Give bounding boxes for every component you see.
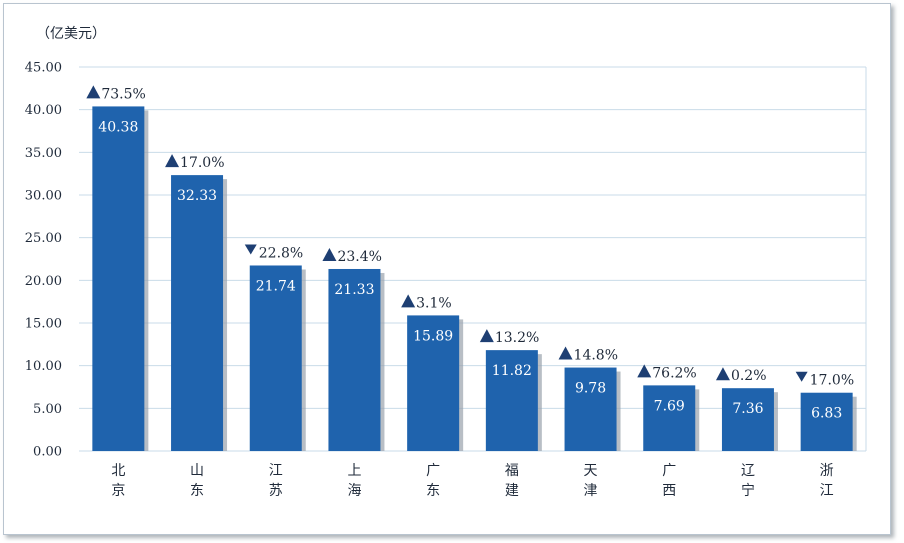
y-tick-label: 15.00	[25, 317, 62, 332]
y-axis: 0.00 5.00 10.00 15.00 20.00 25.00 30.00 35.00 40…	[25, 61, 62, 460]
y-axis-unit-label: （亿美元）	[36, 26, 106, 42]
triangle-up-icon	[322, 247, 337, 261]
bar-value-label: 15.89	[413, 328, 453, 344]
bar-value-label: 21.74	[256, 278, 296, 294]
bars	[92, 106, 857, 451]
labels: 40.38 73.5% 北京 32.33 17.0% 山东 21.74 22.8% 江苏 21.3…	[86, 85, 854, 499]
y-tick-label: 20.00	[25, 274, 62, 289]
y-tick-label: 25.00	[25, 231, 62, 246]
y-tick-label: 30.00	[25, 189, 62, 204]
x-category-label: 北京	[111, 463, 125, 499]
triangle-up-icon	[165, 154, 180, 168]
change-label: 17.0%	[180, 155, 224, 171]
x-category-label: 江苏	[269, 463, 283, 499]
bar	[92, 106, 145, 451]
triangle-down-icon	[244, 244, 257, 255]
bar	[643, 385, 696, 451]
bar-value-label: 7.36	[732, 401, 763, 417]
bar	[407, 315, 460, 451]
change-label: 3.1%	[416, 295, 452, 311]
triangle-up-icon	[558, 346, 573, 360]
bar-value-label: 9.78	[575, 381, 606, 397]
triangle-up-icon	[715, 367, 730, 381]
triangle-up-icon	[479, 329, 494, 343]
x-category-label: 山东	[190, 463, 204, 499]
y-tick-label: 40.00	[25, 103, 62, 118]
change-label: 13.2%	[495, 330, 539, 346]
x-category-label: 浙江	[820, 463, 834, 499]
change-label: 14.8%	[574, 348, 618, 364]
bar-value-label: 32.33	[177, 188, 217, 204]
y-tick-label: 0.00	[33, 445, 62, 460]
bar-value-label: 40.38	[98, 119, 138, 135]
triangle-up-icon	[86, 85, 101, 99]
y-tick-label: 35.00	[25, 146, 62, 161]
x-category-label: 福建	[505, 463, 519, 499]
bar	[800, 392, 853, 451]
bar	[721, 388, 774, 451]
triangle-up-icon	[401, 294, 416, 308]
bar	[171, 175, 224, 451]
change-label: 17.0%	[810, 373, 854, 389]
change-label: 23.4%	[337, 249, 381, 265]
x-category-label: 辽宁	[741, 463, 755, 499]
y-tick-label: 5.00	[33, 402, 62, 417]
bar-value-label: 7.69	[654, 398, 685, 414]
y-tick-label: 10.00	[25, 359, 62, 374]
x-category-label: 广西	[662, 463, 676, 499]
x-category-label: 天津	[584, 463, 598, 499]
triangle-up-icon	[637, 364, 652, 378]
bar	[249, 265, 302, 451]
bar-value-label: 21.33	[334, 282, 374, 298]
bar-value-label: 11.82	[492, 363, 532, 379]
x-category-label: 广东	[426, 463, 440, 499]
change-label: 73.5%	[101, 86, 145, 102]
change-label: 22.8%	[259, 245, 303, 261]
bar	[564, 367, 617, 451]
change-label: 0.2%	[731, 368, 767, 384]
triangle-down-icon	[795, 371, 808, 382]
bar	[485, 350, 538, 451]
change-label: 76.2%	[652, 365, 696, 381]
x-category-label: 上海	[347, 463, 361, 499]
bar	[328, 268, 381, 451]
bar-value-label: 6.83	[811, 406, 842, 422]
y-tick-label: 45.00	[25, 61, 62, 76]
